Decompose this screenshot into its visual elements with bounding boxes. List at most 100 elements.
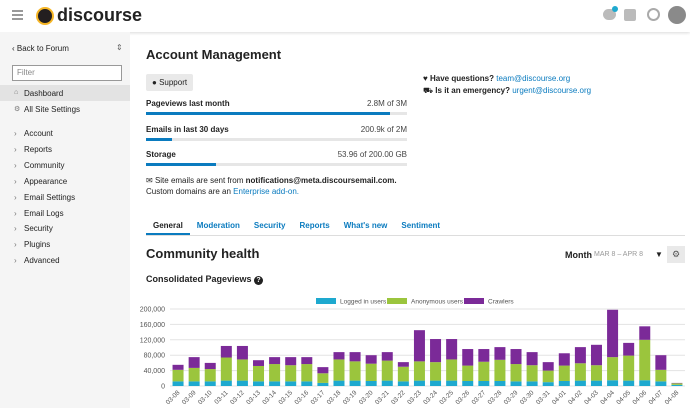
- bar-segment: [317, 367, 329, 374]
- email-note: ✉ Site emails are sent from notification…: [146, 176, 397, 185]
- filter-input[interactable]: Filter: [12, 65, 122, 81]
- support-button[interactable]: ● Support: [146, 74, 194, 91]
- bar-segment: [446, 380, 458, 386]
- bar-segment: [494, 347, 506, 360]
- search-icon[interactable]: [647, 8, 660, 21]
- bar-segment: [188, 381, 200, 386]
- meter-label: 53.96 of 200.00 GB: [337, 150, 407, 159]
- back-text[interactable]: Back to Forum: [16, 44, 69, 53]
- support-text[interactable]: Support: [159, 78, 188, 87]
- bar-segment: [510, 364, 522, 382]
- chevron: ›: [14, 240, 17, 250]
- back-link[interactable]: ‹ Back to Forum: [12, 44, 69, 53]
- tab[interactable]: What's new: [343, 221, 388, 230]
- questions-email[interactable]: team@discourse.org: [496, 74, 571, 83]
- period[interactable]: Month: [565, 250, 592, 260]
- bar-segment: [462, 365, 474, 381]
- chat-icon[interactable]: [603, 9, 616, 20]
- x-tick-label: 03-26: [454, 389, 471, 406]
- tab[interactable]: Sentiment: [401, 221, 441, 230]
- dropdown-caret[interactable]: ▼: [655, 250, 663, 259]
- sidebar: ‹ Back to Forum ⇕ Filter ⌂ Dashboard ⚙ All …: [0, 32, 130, 408]
- bar-segment: [253, 381, 265, 386]
- bar-segment: [172, 381, 184, 386]
- avatar[interactable]: [668, 6, 686, 24]
- domain-note: Custom domains are an Enterprise add-on.: [146, 187, 299, 196]
- sidebar-item[interactable]: Dashboard: [24, 89, 64, 98]
- bar-segment: [381, 352, 393, 361]
- brand[interactable]: discourse: [57, 5, 143, 25]
- y-tick-label: 0: [161, 384, 165, 391]
- settings-button[interactable]: ⚙: [667, 246, 685, 263]
- bar-segment: [349, 361, 361, 381]
- x-tick-label: 03-22: [390, 389, 407, 406]
- enterprise-link[interactable]: Enterprise add-on.: [233, 187, 299, 196]
- bar-segment: [558, 353, 570, 366]
- bar-segment: [446, 339, 458, 360]
- bar-segment: [301, 364, 313, 382]
- tab[interactable]: Moderation: [196, 221, 240, 230]
- x-tick-label: 04-06: [631, 389, 648, 406]
- bar-segment: [542, 370, 554, 383]
- meter: Emails in last 30 days 200.9k of 2M: [146, 125, 407, 143]
- bar-segment: [317, 382, 329, 386]
- toggle-icon[interactable]: ⇕: [116, 43, 123, 52]
- bar-segment: [269, 357, 281, 365]
- bar-segment: [365, 363, 377, 381]
- bar-segment: [462, 380, 474, 386]
- bar-segment: [639, 339, 651, 381]
- bar-segment: [285, 381, 297, 386]
- tab-rule: [146, 235, 685, 236]
- tab[interactable]: Security: [253, 221, 286, 230]
- bar-segment: [510, 349, 522, 365]
- emergency-email[interactable]: urgent@discourse.org: [512, 86, 592, 95]
- robot-icon[interactable]: [624, 9, 636, 21]
- x-tick-label: 04-01: [551, 389, 568, 406]
- bar-segment: [478, 361, 490, 381]
- sidebar-item[interactable]: Appearance: [24, 176, 68, 186]
- bar-segment: [253, 365, 265, 382]
- menu-icon[interactable]: [12, 10, 23, 12]
- bar-segment: [639, 326, 651, 340]
- bar-segment: [220, 345, 232, 358]
- sidebar-item[interactable]: Email Logs: [24, 208, 64, 218]
- bar-segment: [623, 355, 635, 381]
- tab[interactable]: General: [153, 221, 183, 230]
- bar-segment: [542, 362, 554, 371]
- date-range[interactable]: MAR 8 – APR 8: [594, 251, 644, 258]
- chevron: ›: [14, 160, 17, 170]
- bar-segment: [381, 380, 393, 386]
- sidebar-item[interactable]: Advanced: [24, 256, 60, 266]
- logo-icon: [36, 7, 54, 25]
- bar-segment: [413, 380, 425, 386]
- meter-fill: [146, 163, 217, 166]
- x-tick-label: 03-18: [326, 389, 343, 406]
- chevron: ›: [14, 144, 17, 154]
- help-icon[interactable]: ?: [254, 276, 264, 285]
- x-tick-label: 04-02: [567, 389, 584, 406]
- bar-segment: [236, 359, 248, 381]
- y-tick-label: 200,000: [140, 307, 165, 314]
- x-tick-label: 03-09: [181, 389, 198, 406]
- sidebar-item[interactable]: Account: [24, 129, 53, 138]
- tab[interactable]: Reports: [299, 221, 330, 230]
- bar-segment: [639, 380, 651, 386]
- bar-segment: [526, 352, 538, 366]
- sidebar-item[interactable]: Plugins: [24, 240, 51, 250]
- sidebar-item[interactable]: Security: [24, 224, 53, 234]
- bar-segment: [590, 380, 602, 386]
- questions-label: Have questions?: [429, 74, 494, 83]
- meter: Pageviews last month 2.8M of 3M: [146, 99, 407, 117]
- bar-segment: [607, 309, 619, 358]
- meter-name: Pageviews last month: [146, 99, 230, 108]
- x-tick-label: 04-03: [583, 389, 600, 406]
- sidebar-item[interactable]: Community: [24, 160, 65, 170]
- bar-segment: [301, 381, 313, 386]
- sidebar-item[interactable]: Email Settings: [24, 192, 76, 202]
- bar-segment: [430, 380, 442, 386]
- sidebar-item[interactable]: All Site Settings: [24, 105, 81, 114]
- bar-segment: [317, 373, 329, 383]
- x-tick-label: 03-23: [406, 389, 423, 406]
- sidebar-item[interactable]: Reports: [24, 144, 53, 154]
- bar-segment: [397, 362, 409, 367]
